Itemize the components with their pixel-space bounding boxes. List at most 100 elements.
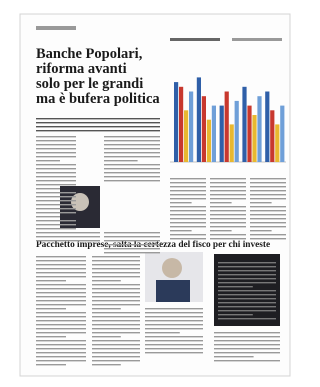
text-line <box>104 136 160 137</box>
text-line <box>92 312 140 313</box>
text-line <box>170 218 206 219</box>
text-line <box>214 356 254 357</box>
bar <box>252 115 256 162</box>
text-line <box>104 168 160 169</box>
text-line <box>210 230 232 231</box>
text-line <box>250 238 286 239</box>
text-line <box>145 316 203 317</box>
text-line <box>36 216 60 217</box>
text-line <box>92 320 140 321</box>
text-line <box>210 206 246 207</box>
text-line <box>36 130 160 131</box>
text-line <box>214 360 280 361</box>
text-line <box>36 264 86 265</box>
text-line <box>36 156 76 157</box>
bar <box>242 87 246 162</box>
text-line <box>36 228 76 229</box>
bar <box>225 92 229 163</box>
text-line <box>36 236 100 237</box>
text-line <box>104 152 160 153</box>
text-line <box>36 336 66 337</box>
text-line <box>104 240 160 241</box>
bar <box>207 120 211 162</box>
text-line <box>92 356 140 357</box>
text-line <box>104 232 160 233</box>
text-line <box>210 178 246 179</box>
text-line <box>104 148 160 149</box>
text-line <box>36 200 76 201</box>
text-line <box>92 316 140 317</box>
text-line <box>250 186 286 187</box>
text-line <box>36 272 86 273</box>
text-line <box>170 214 206 215</box>
text-line <box>92 364 121 365</box>
text-line <box>92 332 140 333</box>
bar <box>174 82 178 162</box>
text-line <box>214 340 280 341</box>
bar <box>280 106 284 162</box>
text-line <box>36 292 86 293</box>
text-line <box>104 156 160 157</box>
text-line <box>218 262 276 263</box>
text-line <box>210 218 246 219</box>
text-line <box>36 284 86 285</box>
text-line <box>145 324 203 325</box>
text-line <box>145 348 203 349</box>
text-line <box>92 344 140 345</box>
text-line <box>104 248 160 249</box>
text-line <box>218 294 276 295</box>
text-line <box>218 266 276 267</box>
text-line <box>36 300 86 301</box>
text-line <box>36 224 76 225</box>
text-line <box>92 256 140 257</box>
text-line <box>250 230 272 231</box>
text-line <box>218 278 276 279</box>
text-line <box>92 288 140 289</box>
text-line <box>92 276 140 277</box>
text-line <box>250 194 286 195</box>
text-line <box>36 352 86 353</box>
text-line <box>250 218 286 219</box>
text-line <box>36 152 76 153</box>
text-line <box>145 320 203 321</box>
text-line <box>36 304 86 305</box>
text-line <box>36 356 86 357</box>
text-line <box>92 336 121 337</box>
text-line <box>145 328 203 329</box>
text-line <box>36 126 160 127</box>
text-line <box>210 214 246 215</box>
text-line <box>170 234 206 235</box>
text-line <box>170 230 192 231</box>
text-line <box>36 168 76 169</box>
text-line <box>218 318 276 319</box>
bar <box>230 124 234 162</box>
text-line <box>170 178 206 179</box>
text-line <box>218 302 276 303</box>
text-line <box>145 340 203 341</box>
text-line <box>250 202 272 203</box>
text-line <box>36 312 86 313</box>
text-line <box>36 324 86 325</box>
text-line <box>92 300 140 301</box>
text-line <box>210 234 246 235</box>
text-line <box>36 192 76 193</box>
text-line <box>218 274 276 275</box>
text-line <box>170 190 206 191</box>
text-line <box>92 328 140 329</box>
text-line <box>92 280 121 281</box>
bar <box>184 110 188 162</box>
bar <box>265 92 269 163</box>
headline-line: Banche Popolari, <box>36 46 143 62</box>
text-line <box>104 140 160 141</box>
text-line <box>36 240 100 241</box>
text-line <box>170 210 206 211</box>
text-line <box>36 360 86 361</box>
text-line <box>214 336 280 337</box>
text-line <box>218 290 276 291</box>
text-line <box>36 212 76 213</box>
text-line <box>36 118 160 119</box>
text-line <box>145 332 180 333</box>
chart-header <box>170 38 220 41</box>
text-line <box>36 208 76 209</box>
